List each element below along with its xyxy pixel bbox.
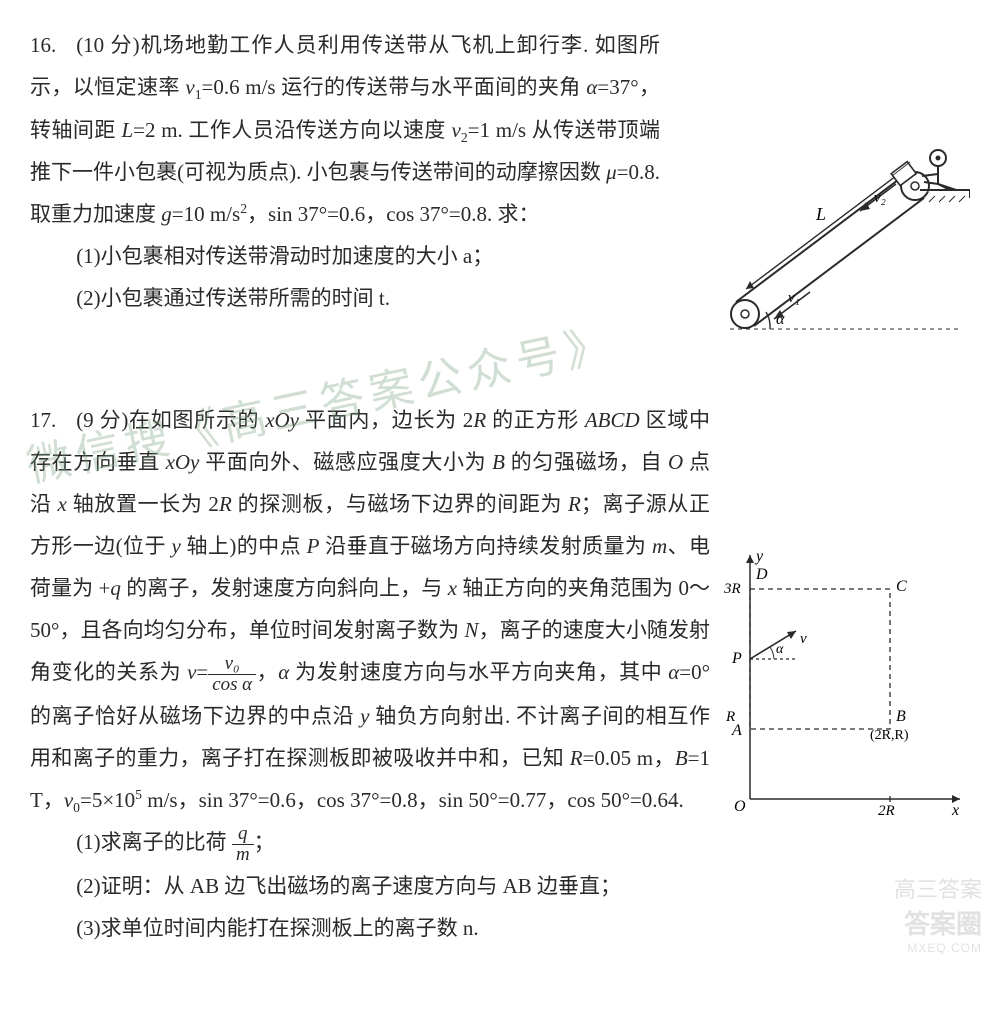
problem-17-sub2: (2)证明：从 AB 边飞出磁场的离子速度方向与 AB 边垂直；: [30, 865, 970, 907]
watermark-small: 高三答案: [894, 872, 982, 904]
label-v: v: [800, 631, 807, 647]
label-x: x: [951, 802, 959, 819]
field-svg: O x y A B (2R,R) C D R 3R 2R P α v: [720, 549, 970, 819]
problem-16-number: 16.: [30, 24, 76, 66]
label-3R: 3R: [723, 581, 741, 597]
label-coordB: (2R,R): [870, 728, 909, 743]
frac-num: v₀: [208, 654, 256, 675]
problem-17: 微信搜《高三答案公众号》 O x y A B (2R,R) C D R 3R 2…: [30, 399, 970, 949]
problem-17-sub1: (1)求离子的比荷 qm；: [30, 821, 970, 865]
problem-17-sub3: (3)求单位时间内能打在探测板上的离子数 n.: [30, 907, 970, 949]
label-2R: 2R: [878, 803, 895, 819]
problem-16-text: 机场地勤工作人员利用传送带从飞机上卸行李. 如图所示，以恒定速率 v1=0.6 …: [30, 33, 660, 226]
label-O: O: [734, 798, 746, 815]
label-Bpt: B: [896, 708, 906, 725]
figure-conveyor: α L v₁ v₂: [670, 144, 970, 349]
label-L: L: [815, 204, 826, 224]
problem-16-points: (10 分): [76, 33, 139, 57]
corner-url: MXEQ.COM: [894, 941, 982, 955]
label-P: P: [731, 650, 742, 667]
label-C: C: [896, 578, 907, 595]
problem-17-text: 在如图所示的 xOy 平面内，边长为 2R 的正方形 ABCD 区域中存在方向垂…: [30, 408, 710, 812]
problem-17-points: (9 分): [76, 408, 128, 432]
problem-16: α L v₁ v₂: [30, 24, 970, 349]
corner-watermark: 高三答案 答案圈 MXEQ.COM: [894, 872, 982, 955]
label-R: R: [725, 709, 735, 725]
conveyor-svg: α L v₁ v₂: [670, 144, 970, 344]
corner-brand: 答案圈: [894, 904, 982, 941]
label-v2: v₂: [874, 190, 886, 206]
figure-field: O x y A B (2R,R) C D R 3R 2R P α v: [720, 549, 970, 824]
label-alpha2: α: [776, 642, 784, 657]
frac-den: cos α: [208, 675, 256, 695]
problem-17-number: 17.: [30, 399, 76, 441]
label-v1: v₁: [788, 290, 800, 306]
label-D: D: [755, 566, 768, 583]
label-y: y: [754, 549, 764, 565]
